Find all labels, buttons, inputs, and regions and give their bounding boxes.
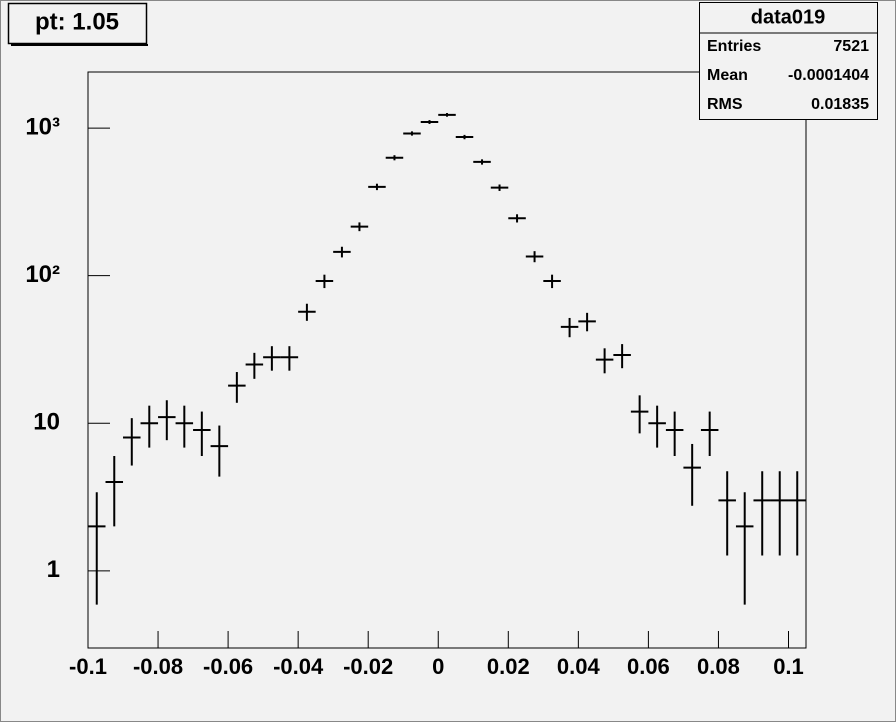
x-tick-label: 0.08	[697, 654, 740, 679]
stats-box	[699, 2, 878, 120]
x-tick-label: -0.06	[203, 654, 253, 679]
y-tick-label: 10³	[25, 113, 60, 140]
stats-label: Entries	[707, 38, 761, 55]
stats-label: RMS	[707, 96, 743, 113]
chart-title: pt: 1.05	[35, 8, 119, 35]
stats-value: 0.01835	[811, 96, 869, 113]
stats-title: data019	[751, 6, 826, 28]
x-tick-label: -0.08	[133, 654, 183, 679]
x-tick-label: 0	[432, 654, 444, 679]
x-tick-label: -0.02	[343, 654, 393, 679]
y-tick-label: 1	[47, 556, 60, 583]
stats-rows: Entries 7521 Mean -0.0001404 RMS 0.01835	[707, 38, 869, 113]
stats-value: -0.0001404	[788, 67, 869, 84]
stats-label: Mean	[707, 67, 748, 84]
x-tick-label: 0.02	[487, 654, 530, 679]
x-tick-label: -0.1	[69, 654, 107, 679]
x-tick-label: 0.1	[773, 654, 804, 679]
frame	[87, 71, 807, 649]
plot: 1 10 10² 10³ -0.1 -0.08 -0.06 -0.04 -0.02 0 0.02 0.…	[25, 113, 806, 679]
x-tick-label: 0.06	[627, 654, 670, 679]
y-tick-label: 10²	[25, 261, 60, 288]
x-tick-label: 0.04	[557, 654, 601, 679]
stats-value: 7521	[833, 38, 869, 55]
x-tick-label: -0.04	[273, 654, 324, 679]
y-tick-label: 10	[33, 409, 60, 436]
title-box	[7, 2, 148, 45]
